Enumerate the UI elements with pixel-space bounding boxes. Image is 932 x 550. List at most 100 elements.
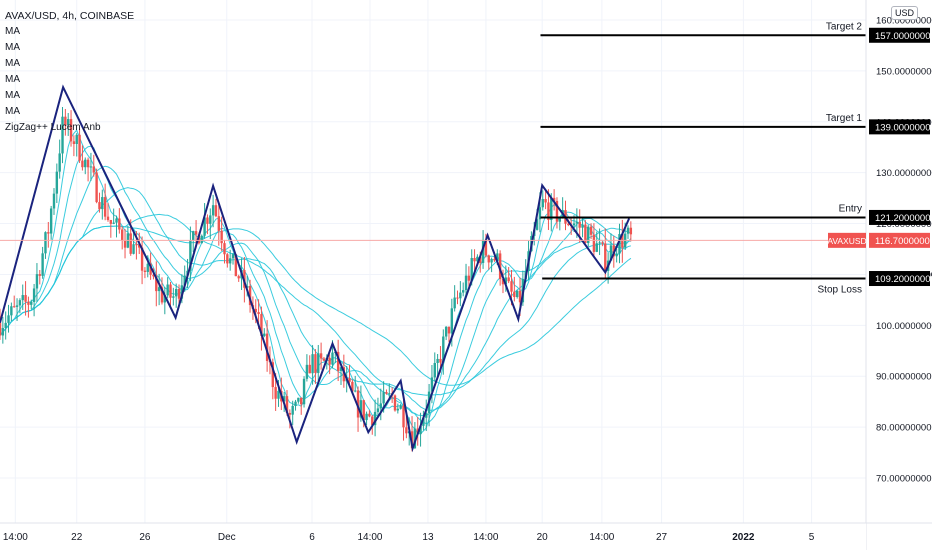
candle-body [359, 400, 363, 418]
candle-body [382, 392, 385, 404]
x-tick-label: 14:00 [473, 532, 498, 543]
candle-body [47, 232, 50, 234]
candle-body [81, 160, 84, 168]
candle-body [504, 277, 508, 285]
candle-body [146, 263, 149, 272]
time-axis[interactable]: 14:00 22 26 Dec 6 14:00 13 14:00 20 14:00 27 2022 5 [0, 522, 932, 550]
candle-body [103, 197, 107, 217]
candle-body [155, 276, 158, 292]
candle-body [220, 230, 223, 244]
candle-body [157, 287, 161, 292]
candle-body [132, 244, 135, 254]
candle-body [172, 296, 175, 298]
candle-body [194, 231, 198, 235]
symbol-badge-text: AVAXUSD [827, 236, 866, 246]
level-price-badge-2 [869, 119, 930, 135]
candle-body [496, 253, 499, 261]
candle-body [18, 300, 22, 306]
candle-body [405, 427, 408, 434]
candle-body [490, 258, 493, 263]
candle-body [246, 286, 249, 288]
legend-ma-3[interactable]: MA [5, 58, 20, 69]
candle-body [601, 242, 604, 244]
candle-body [584, 224, 587, 243]
candle-body [442, 336, 445, 363]
candle-body [4, 322, 7, 329]
candle-body [362, 400, 365, 421]
candle-body [129, 233, 132, 254]
candle-body [461, 290, 465, 293]
candle-body [24, 295, 27, 302]
candle-body [115, 218, 118, 223]
candle-body [555, 200, 559, 222]
y-tick-label: 150.00000000 [876, 66, 932, 77]
candle-body [89, 166, 93, 168]
candle-body [595, 243, 598, 252]
candle-body [581, 224, 584, 228]
candle-body [140, 247, 144, 271]
candle-body [44, 232, 47, 254]
candle-body [371, 416, 374, 426]
candle-body [618, 234, 621, 254]
level-price-badge-3 [869, 209, 930, 225]
candle-body [209, 215, 212, 224]
candle-body [473, 257, 476, 262]
legend-ma-2[interactable]: MA [5, 42, 20, 53]
y-tick-label: 100.00000000 [876, 321, 932, 332]
candle-body [109, 219, 113, 224]
candle-body [513, 291, 516, 298]
candle-body [55, 171, 59, 194]
candle-body [32, 288, 36, 302]
candle-body [402, 405, 405, 428]
candle-body [120, 229, 124, 241]
x-tick-label: 5 [809, 532, 815, 543]
candle-body [450, 308, 454, 334]
candle-body [288, 412, 292, 415]
legend-ma-1[interactable]: MA [5, 26, 20, 37]
candle-body [10, 306, 13, 316]
currency-button[interactable]: USD [891, 6, 919, 20]
candle-body [385, 392, 388, 394]
candle-body [515, 290, 519, 298]
legend-ma-6[interactable]: MA [5, 106, 20, 117]
legend-ma-5[interactable]: MA [5, 90, 20, 101]
candle-body [493, 258, 496, 261]
candle-body [587, 226, 590, 243]
candle-body [336, 351, 340, 371]
candle-body [578, 222, 581, 228]
candle-body [467, 275, 471, 281]
candle-body [282, 396, 286, 402]
candle-body [69, 119, 73, 142]
candle-body [189, 240, 192, 271]
chart-legend: AVAX/USD, 4h, COINBASE MA MA MA MA MA MA… [5, 8, 134, 136]
candle-body [302, 378, 306, 405]
price-axis[interactable]: 70.00000000 80.00000000 90.00000000 100.000… [827, 0, 932, 550]
chart-title: AVAX/USD, 4h, COINBASE [5, 10, 135, 22]
candle-body [123, 240, 127, 248]
candle-body [598, 242, 601, 244]
candle-body [507, 277, 510, 282]
candle-body [419, 425, 422, 435]
candle-body [589, 226, 593, 235]
legend-ma-4[interactable]: MA [5, 74, 20, 85]
level-price-badge-1 [869, 27, 930, 43]
legend-zigzag[interactable]: ZigZag++ Lucem Anb [5, 122, 101, 133]
level-label-3: Entry [839, 203, 862, 214]
candle-body [177, 289, 181, 299]
x-tick-label: 13 [422, 532, 434, 543]
candle-body [319, 353, 323, 359]
candle-body [300, 397, 303, 405]
candle-body [285, 396, 289, 413]
candle-body [365, 413, 368, 421]
candle-body [487, 255, 490, 263]
candle-body [15, 305, 19, 307]
candle-body [38, 274, 41, 276]
last-price-badge [869, 232, 930, 248]
candle-body [550, 197, 553, 221]
x-tick-label: 20 [537, 532, 549, 543]
candle-body [75, 134, 78, 144]
candle-body [592, 234, 596, 252]
candle-body [308, 364, 311, 374]
candle-body [192, 231, 195, 241]
